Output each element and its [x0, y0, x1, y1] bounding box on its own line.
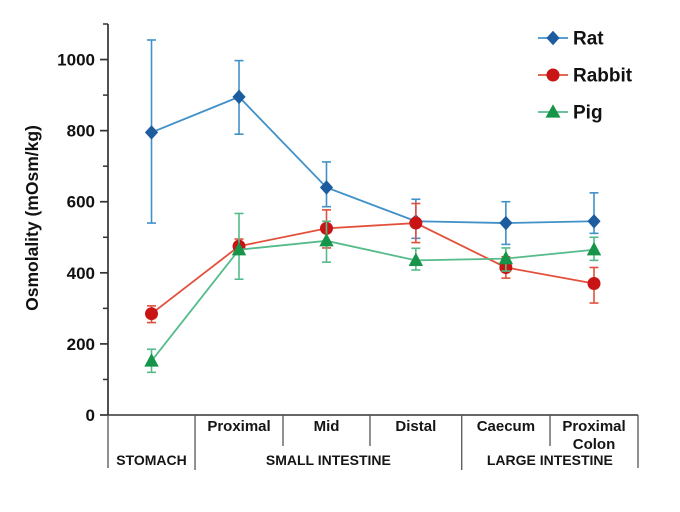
x-group-label: STOMACH [116, 452, 187, 468]
x-cell-label: Caecum [477, 418, 535, 435]
pig-data-point [586, 241, 602, 256]
rabbit-data-point [587, 276, 601, 290]
y-tick-label: 800 [67, 122, 95, 141]
x-cell-label: Colon [573, 436, 616, 453]
series-rat [144, 39, 601, 246]
rat-data-point [144, 125, 159, 140]
x-cell-label: Proximal [562, 418, 625, 435]
pig-data-point [144, 353, 159, 367]
legend: Rat Rabbit Pig [538, 29, 633, 124]
rat-series-line [151, 95, 595, 224]
legend-label-rabbit: Rabbit [573, 66, 633, 87]
y-tick-label: 0 [86, 406, 95, 425]
rat-diamond-icon [546, 30, 560, 46]
y-tick-label: 400 [67, 264, 95, 283]
rat-data-point [232, 89, 246, 105]
plot-area: 0 200 400 600 800 1000 Proximal Mid Distal Caecum… [57, 23, 639, 470]
x-group-label: SMALL INTESTINE [266, 452, 391, 468]
y-tick-label: 200 [67, 335, 95, 354]
x-group-label: LARGE INTESTINE [487, 452, 613, 468]
rabbit-data-point [145, 307, 159, 321]
legend-entry-pig: Pig [538, 103, 603, 124]
y-axis-title: Osmolality (mOsm/kg) [22, 125, 42, 311]
rabbit-series-line [150, 222, 595, 315]
pig-data-point [408, 252, 424, 266]
series-pig [144, 212, 602, 374]
pig-data-point [498, 250, 514, 265]
x-cell-label: Distal [395, 418, 436, 435]
legend-label-pig: Pig [573, 103, 603, 124]
rat-data-point [587, 214, 601, 229]
y-tick-label: 1000 [57, 51, 95, 70]
rat-data-point [319, 180, 334, 195]
rabbit-data-point [409, 216, 423, 230]
rabbit-circle-icon [546, 68, 560, 82]
legend-label-rat: Rat [573, 29, 604, 50]
series-rabbit [145, 202, 601, 324]
x-cell-label: Mid [314, 418, 340, 435]
legend-entry-rat: Rat [538, 29, 604, 50]
legend-entry-rabbit: Rabbit [538, 66, 633, 87]
y-tick-label: 600 [67, 193, 95, 212]
pig-triangle-icon [545, 104, 561, 118]
pig-data-point [319, 233, 334, 247]
x-cell-label: Proximal [207, 418, 270, 435]
pig-data-point [231, 241, 247, 256]
pig-series-line [150, 239, 595, 362]
rat-data-point [499, 215, 513, 231]
